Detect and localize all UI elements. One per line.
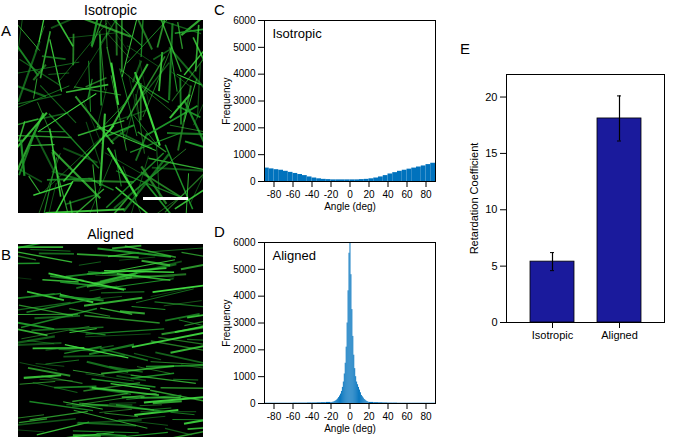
svg-text:-40: -40 — [305, 189, 320, 200]
svg-text:20: 20 — [485, 91, 497, 103]
svg-text:2000: 2000 — [233, 122, 256, 133]
svg-text:0: 0 — [491, 316, 497, 328]
html-text:C: C — [214, 1, 225, 18]
svg-text:4000: 4000 — [233, 68, 256, 79]
svg-text:0: 0 — [250, 176, 256, 187]
svg-text:80: 80 — [420, 189, 432, 200]
svg-text:-60: -60 — [286, 411, 301, 422]
svg-text:Angle (deg): Angle (deg) — [324, 201, 376, 212]
svg-text:Aligned: Aligned — [87, 226, 134, 242]
svg-text:-20: -20 — [324, 189, 339, 200]
svg-text:-40: -40 — [305, 411, 320, 422]
svg-text:60: 60 — [401, 189, 413, 200]
svg-text:Isotropic: Isotropic — [273, 26, 323, 41]
svg-text:5000: 5000 — [233, 264, 256, 275]
svg-text:0: 0 — [250, 398, 256, 409]
svg-text:4000: 4000 — [233, 290, 256, 301]
svg-text:Frequency: Frequency — [221, 299, 232, 346]
svg-text:Isotropic: Isotropic — [84, 2, 137, 18]
svg-text:10: 10 — [485, 203, 497, 215]
svg-text:Isotropic: Isotropic — [532, 329, 574, 341]
svg-text:6000: 6000 — [233, 237, 256, 248]
svg-text:Frequency: Frequency — [221, 77, 232, 124]
svg-text:20: 20 — [363, 189, 375, 200]
svg-text:-80: -80 — [267, 411, 282, 422]
svg-text:3000: 3000 — [233, 317, 256, 328]
svg-text:40: 40 — [382, 189, 394, 200]
html-text:A: A — [1, 22, 11, 39]
svg-text:60: 60 — [401, 411, 413, 422]
html-text:E: E — [460, 40, 470, 57]
svg-text:0: 0 — [347, 411, 353, 422]
svg-text:6000: 6000 — [233, 15, 256, 26]
svg-text:3000: 3000 — [233, 95, 256, 106]
svg-text:1000: 1000 — [233, 371, 256, 382]
svg-text:2000: 2000 — [233, 344, 256, 355]
html-text:B: B — [1, 246, 11, 263]
svg-text:-80: -80 — [267, 189, 282, 200]
svg-text:15: 15 — [485, 147, 497, 159]
svg-text:40: 40 — [382, 411, 394, 422]
svg-text:0: 0 — [347, 189, 353, 200]
svg-text:20: 20 — [363, 411, 375, 422]
svg-text:Retardation Coefficient: Retardation Coefficient — [468, 143, 480, 255]
svg-text:Aligned: Aligned — [273, 248, 316, 263]
svg-text:80: 80 — [420, 411, 432, 422]
svg-text:-20: -20 — [324, 411, 339, 422]
svg-text:1000: 1000 — [233, 149, 256, 160]
svg-text:5: 5 — [491, 260, 497, 272]
svg-text:Aligned: Aligned — [601, 329, 638, 341]
svg-text:-60: -60 — [286, 189, 301, 200]
html-text:D: D — [214, 223, 225, 240]
svg-text:Angle (deg): Angle (deg) — [324, 423, 376, 434]
svg-text:5000: 5000 — [233, 42, 256, 53]
